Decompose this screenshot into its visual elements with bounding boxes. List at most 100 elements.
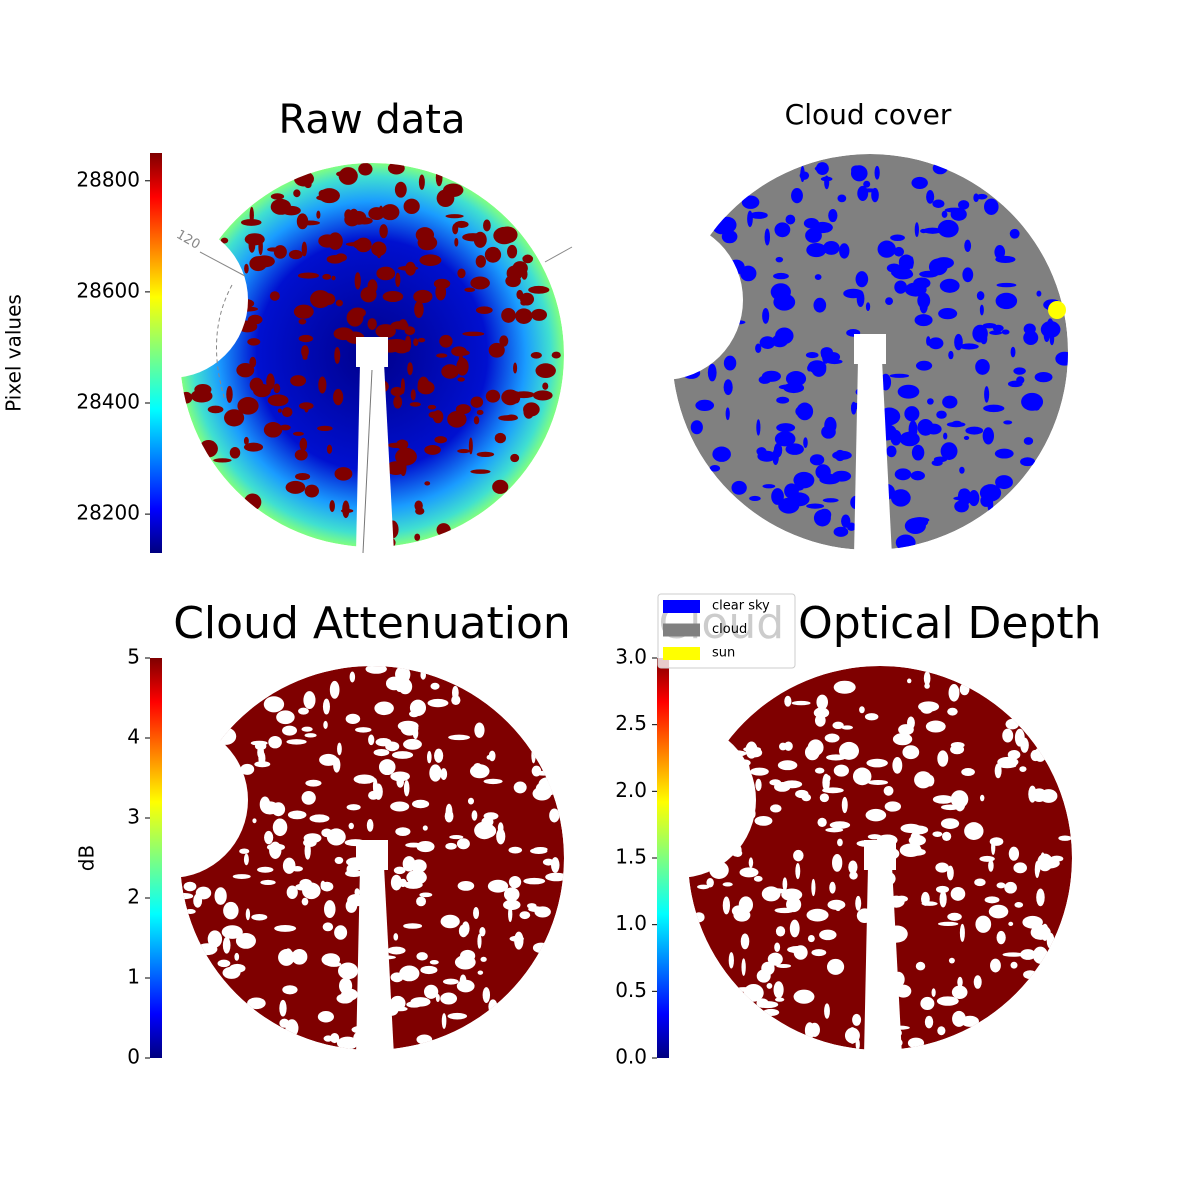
cloud-blob xyxy=(712,218,733,235)
cloud-blob xyxy=(531,765,542,777)
cloud-blob xyxy=(851,165,862,175)
cloud-blob xyxy=(440,914,460,929)
cloud-blob xyxy=(420,670,426,680)
cloud-blob xyxy=(940,442,958,460)
cloud-blob xyxy=(476,451,495,457)
cloud-blob xyxy=(298,318,307,325)
cloud-blob xyxy=(508,875,522,889)
cloud-blob xyxy=(318,376,327,394)
cloud-blob xyxy=(429,959,439,965)
cloud-blob xyxy=(975,358,990,375)
cloud-blob xyxy=(761,886,781,902)
cloud-blob xyxy=(236,362,255,378)
legend-swatch xyxy=(663,647,700,660)
cloud-blob xyxy=(513,781,527,794)
cloud-blob xyxy=(865,302,871,312)
cloud-blob xyxy=(919,270,939,278)
cloud-blob xyxy=(285,1019,299,1037)
cloud-blob xyxy=(249,356,257,368)
cloud-blob xyxy=(451,695,461,706)
cloud-blob xyxy=(396,776,404,788)
cloud-blob xyxy=(894,468,912,481)
cloud-blob xyxy=(414,533,421,541)
cloud-blob xyxy=(292,431,304,436)
cloud-blob xyxy=(774,431,796,447)
cloud-blob xyxy=(305,779,322,787)
cloud-blob xyxy=(982,427,994,445)
cloud-blob xyxy=(850,401,857,415)
cloud-blob xyxy=(358,163,373,176)
cloud-blob xyxy=(282,857,296,874)
cloud-blob xyxy=(917,418,934,436)
cloud-blob xyxy=(409,402,421,407)
cloud-blob xyxy=(456,979,475,993)
cloud-blob xyxy=(957,976,963,988)
cloud-blob xyxy=(520,292,535,306)
cloud-blob xyxy=(777,760,798,771)
cloud-blob xyxy=(693,912,705,923)
cloud-blob xyxy=(932,795,954,804)
cloud-blob xyxy=(405,842,423,848)
cloud-blob xyxy=(213,458,232,463)
cloud-blob xyxy=(915,961,926,971)
cloud-blob xyxy=(393,1006,408,1012)
cloud-blob xyxy=(454,955,476,970)
cloud-blob xyxy=(959,466,965,474)
cloud-blob xyxy=(855,895,862,911)
cloud-blob xyxy=(820,176,833,182)
cloud-blob xyxy=(743,984,764,1002)
cloud-blob xyxy=(379,224,388,239)
cloud-blob xyxy=(895,534,916,550)
cloud-blob xyxy=(932,161,948,175)
cloud-blob xyxy=(753,875,763,882)
cloud-blob xyxy=(972,324,988,343)
cloud-blob xyxy=(791,700,811,706)
cloud-blob xyxy=(941,831,952,841)
cloud-blob xyxy=(807,934,815,943)
cloud-blob xyxy=(320,881,334,892)
cloud-blob xyxy=(386,339,407,347)
cloud-blob xyxy=(776,963,792,968)
cloud-blob xyxy=(207,405,224,414)
cloud-blob xyxy=(434,748,444,763)
cloud-blob xyxy=(837,194,847,203)
cloud-blob xyxy=(932,831,943,837)
cloud-blob xyxy=(785,214,796,225)
cloud-blob xyxy=(1050,855,1064,862)
cloud-blob xyxy=(551,351,561,359)
cloud-blob xyxy=(762,307,770,324)
cloud-blob xyxy=(941,210,948,218)
cloud-blob xyxy=(762,1008,780,1017)
cloud-blob xyxy=(884,801,902,812)
cloud-blob xyxy=(452,223,459,235)
cloud-blob xyxy=(1023,437,1034,445)
cloud-blob xyxy=(291,949,308,965)
cloud-blob xyxy=(754,816,773,826)
cloud-blob xyxy=(776,396,790,404)
cloud-blob xyxy=(410,389,416,401)
cloud-blob xyxy=(382,291,404,303)
cloud-blob xyxy=(926,336,931,346)
cloud-blob xyxy=(848,1027,857,1044)
cloud-blob xyxy=(360,287,377,303)
cloud-blob xyxy=(954,333,963,351)
cloud-blob xyxy=(185,909,196,915)
cloud-blob xyxy=(859,706,865,714)
cloud-blob xyxy=(982,322,997,329)
cloud-blob xyxy=(902,745,920,760)
cloud-blob xyxy=(316,210,321,219)
cloud-blob xyxy=(488,999,498,1014)
cloud-blob xyxy=(474,722,485,738)
cloud-blob xyxy=(1007,749,1021,760)
guide-line xyxy=(544,246,573,263)
cloud-blob xyxy=(488,342,505,358)
cloud-blob xyxy=(279,424,291,431)
cloud-blob xyxy=(822,498,839,503)
cloud-blob xyxy=(904,282,927,297)
cloud-blob xyxy=(1034,861,1040,878)
cloud-blob xyxy=(819,474,841,485)
cloud-blob xyxy=(855,271,869,288)
cloud-blob xyxy=(1002,952,1024,957)
cloud-blob xyxy=(486,755,492,760)
cloud-blob xyxy=(462,233,484,242)
